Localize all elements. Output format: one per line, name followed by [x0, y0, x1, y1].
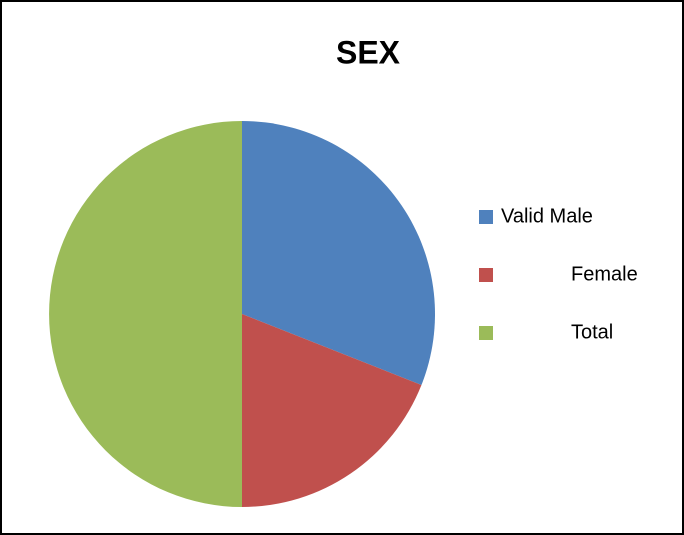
legend-swatch: [479, 210, 493, 224]
pie-slice: [242, 314, 422, 507]
pie-slice: [49, 121, 243, 507]
chart-title: SEX: [336, 34, 401, 70]
pie-slice: [242, 121, 435, 386]
legend-label: Total: [571, 321, 613, 343]
legend-label: Valid Male: [501, 205, 593, 227]
legend-label: Female: [571, 263, 638, 285]
legend-swatch: [479, 268, 493, 282]
legend-swatch: [479, 326, 493, 340]
